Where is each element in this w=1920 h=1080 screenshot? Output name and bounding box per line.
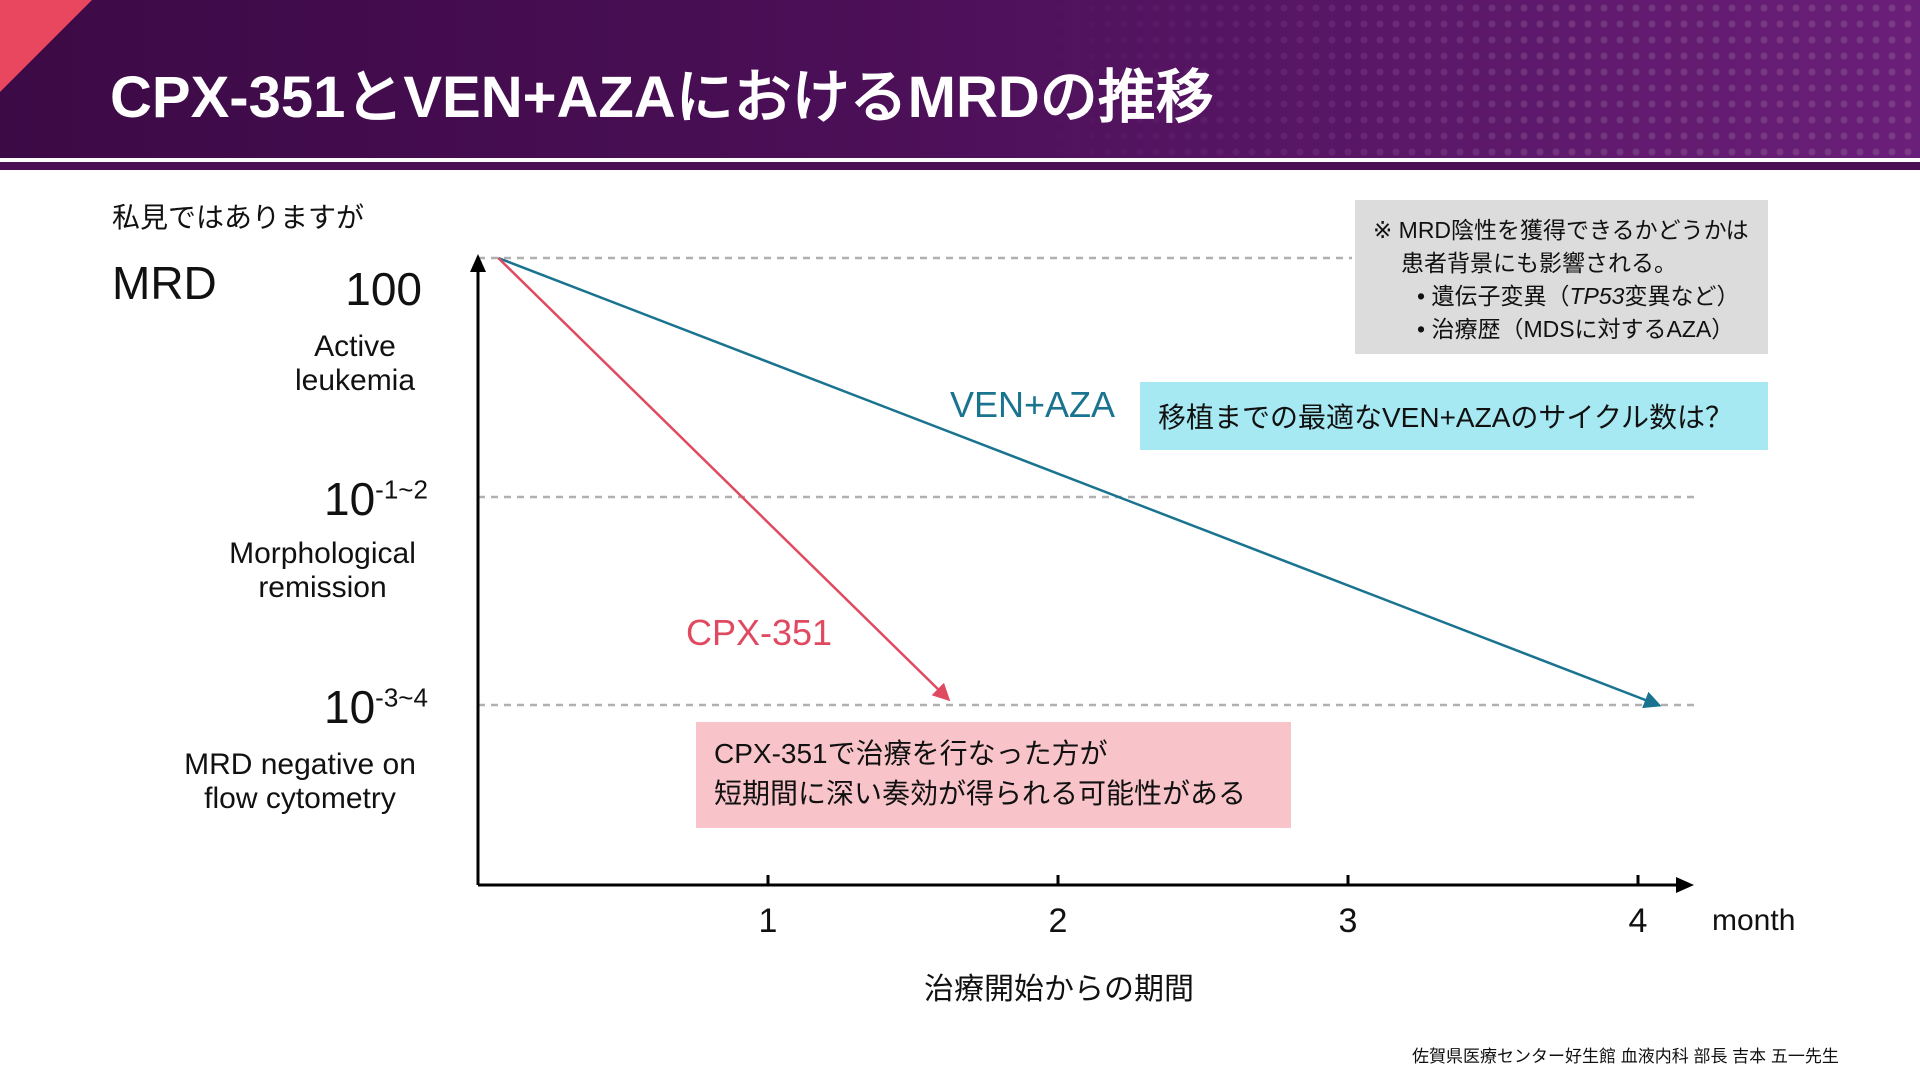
note-line-2: 患者背景にも影響される。 [1401, 250, 1677, 276]
page-title: CPX-351とVEN+AZAにおけるMRDの推移 [110, 65, 1214, 130]
y-level-1-description: Morphological remission [229, 537, 416, 604]
series-label-cpx-351: CPX-351 [686, 612, 833, 653]
x-tick-label-3: 3 [1338, 902, 1358, 940]
y-axis-arrowhead [470, 254, 486, 272]
series-label-ven-aza: VEN+AZA [950, 384, 1116, 425]
x-tick-label-4: 4 [1628, 902, 1648, 940]
y-level-2-description: MRD negative on flow cytometry [184, 748, 416, 815]
header-dot-pattern [1020, 0, 1920, 158]
y-axis-title: MRD [112, 257, 217, 309]
x-tick-label-2: 2 [1048, 902, 1068, 940]
header-banner: CPX-351とVEN+AZAにおけるMRDの推移 [0, 0, 1920, 158]
x-axis-unit: month [1712, 904, 1796, 937]
y-level-2-value: 10-3~4 [324, 681, 428, 733]
note-bullet-1: • 遺伝子変異（TP53変異など） [1417, 283, 1740, 309]
header-underline [0, 162, 1920, 170]
credit-text: 佐賀県医療センター好生館 血液内科 部長 吉本 五一先生 [1412, 1047, 1839, 1066]
y-level-0-value: 100 [345, 263, 422, 315]
x-axis-title: 治療開始からの期間 [924, 973, 1194, 1006]
conclusion-line-2: 短期間に深い奏効が得られる可能性がある [714, 778, 1247, 809]
subtitle: 私見ではありますが [112, 202, 365, 233]
x-tick-label-1: 1 [758, 902, 778, 940]
header-divider [0, 158, 1920, 162]
series-line-cpx-351 [497, 257, 951, 702]
y-level-0-description: Active leukemia [294, 330, 416, 397]
note-line-1: ※ MRD陰性を獲得できるかどうかは [1373, 217, 1749, 243]
note-box: ※ MRD陰性を獲得できるかどうかは 患者背景にも影響される。 • 遺伝子変異（… [1355, 200, 1768, 354]
x-axis-arrowhead [1676, 877, 1694, 893]
conclusion-box: CPX-351で治療を行なった方が 短期間に深い奏効が得られる可能性がある [696, 722, 1291, 828]
question-box: 移植までの最適なVEN+AZAのサイクル数は？ [1140, 382, 1768, 450]
header-corner-accent [0, 0, 92, 92]
conclusion-line-1: CPX-351で治療を行なった方が [714, 738, 1108, 769]
series-line-ven-aza [497, 256, 1662, 709]
y-level-1-value: 10-1~2 [324, 473, 428, 525]
note-bullet-2: • 治療歴（MDSに対するAZA） [1417, 316, 1735, 342]
